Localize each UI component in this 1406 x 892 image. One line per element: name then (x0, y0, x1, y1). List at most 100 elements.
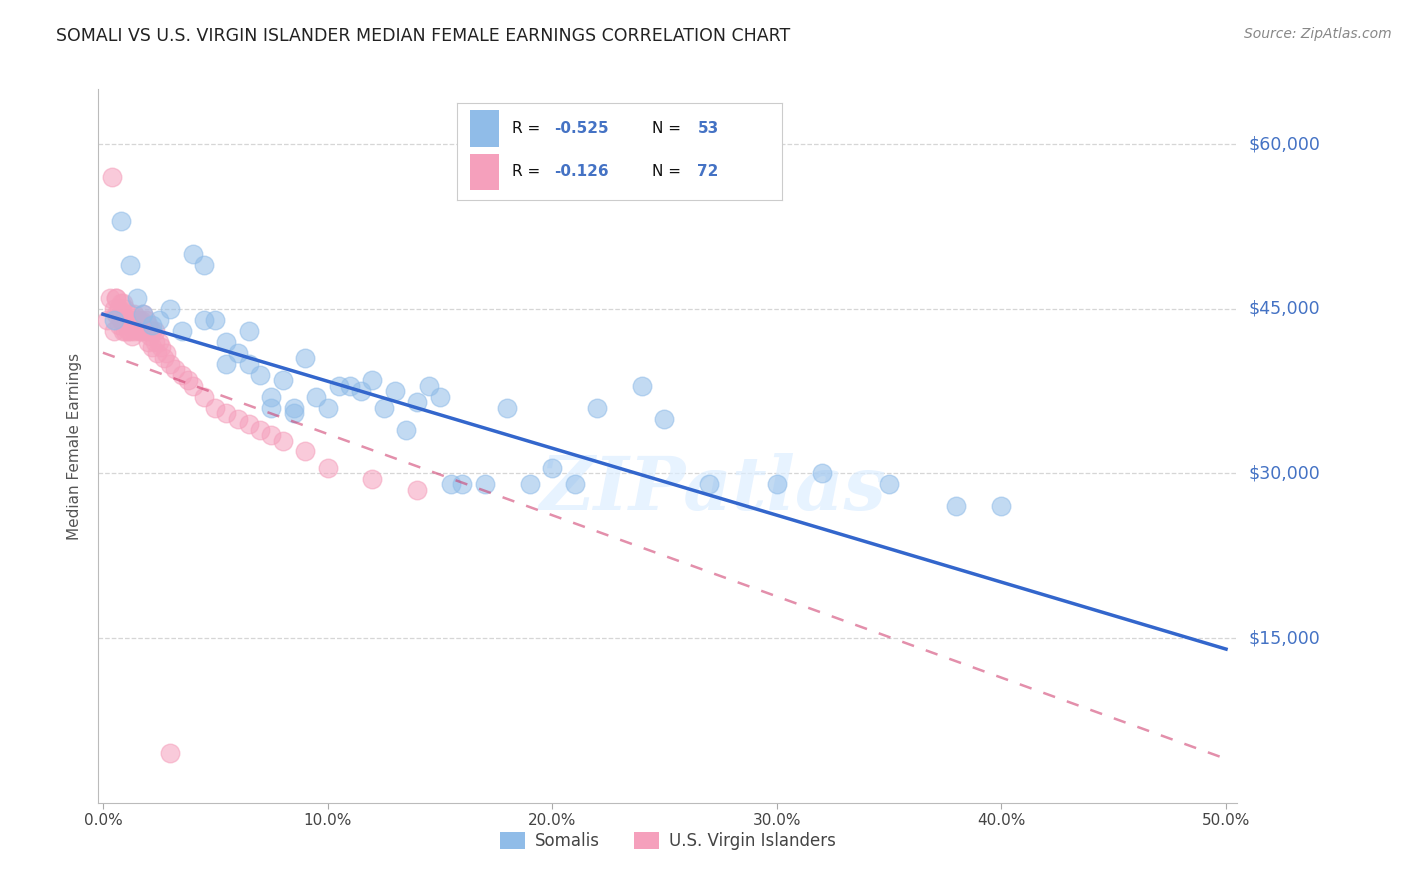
Point (316, 401, 339, 415)
Point (226, 345, 249, 359)
Point (170, 368, 193, 382)
Point (945, 500, 967, 514)
Point (141, 324, 163, 338)
Point (361, 373, 384, 387)
Point (152, 351, 174, 366)
Point (112, 307, 135, 321)
Point (118, 324, 141, 338)
Text: SOMALI VS U.S. VIRGIN ISLANDER MEDIAN FEMALE EARNINGS CORRELATION CHART: SOMALI VS U.S. VIRGIN ISLANDER MEDIAN FE… (56, 27, 790, 45)
Y-axis label: Median Female Earnings: Median Female Earnings (67, 352, 83, 540)
Point (226, 411, 249, 425)
Point (98, 291, 121, 305)
Point (163, 362, 186, 376)
Text: $15,000: $15,000 (1249, 629, 1320, 647)
Point (110, 307, 132, 321)
Point (107, 301, 129, 316)
Point (395, 423, 418, 437)
Point (249, 368, 271, 382)
Point (105, 291, 128, 305)
Point (129, 324, 152, 338)
Point (141, 318, 163, 333)
Point (117, 312, 139, 326)
Point (155, 345, 177, 359)
Point (103, 312, 125, 326)
Point (136, 334, 159, 349)
Point (141, 340, 163, 354)
Point (117, 318, 139, 333)
Point (114, 312, 136, 326)
Point (384, 384, 406, 398)
Point (105, 307, 128, 321)
Point (110, 312, 132, 326)
Point (373, 401, 395, 415)
Point (103, 324, 125, 338)
Point (125, 318, 148, 333)
Point (215, 357, 238, 371)
Text: ZIPatlas: ZIPatlas (540, 452, 887, 525)
Point (170, 324, 193, 338)
Point (496, 401, 519, 415)
Point (238, 417, 260, 431)
Point (294, 351, 316, 366)
Point (107, 301, 129, 316)
Point (135, 312, 157, 326)
Point (181, 378, 204, 392)
Point (283, 401, 305, 415)
Point (271, 434, 294, 448)
Point (260, 401, 283, 415)
Point (117, 324, 139, 338)
Point (765, 477, 787, 491)
Point (118, 318, 141, 333)
Point (406, 483, 429, 497)
Point (128, 312, 150, 326)
Point (418, 378, 440, 392)
Point (146, 345, 169, 359)
Point (260, 390, 283, 404)
Point (139, 329, 162, 343)
Point (204, 312, 226, 326)
Point (121, 318, 143, 333)
Text: $60,000: $60,000 (1249, 135, 1320, 153)
Point (159, 747, 181, 761)
Point (96, 312, 118, 326)
Point (143, 324, 166, 338)
Point (260, 428, 283, 442)
Point (125, 291, 148, 305)
Text: $30,000: $30,000 (1249, 465, 1320, 483)
Point (406, 395, 429, 409)
Point (193, 258, 215, 272)
Point (204, 401, 226, 415)
Point (148, 334, 170, 349)
Point (112, 324, 135, 338)
Point (110, 296, 132, 310)
Point (159, 301, 181, 316)
Point (125, 312, 148, 326)
Point (121, 329, 143, 343)
Point (150, 340, 173, 354)
Point (143, 334, 166, 349)
Point (121, 312, 143, 326)
Point (114, 324, 136, 338)
Point (810, 467, 832, 481)
Point (451, 477, 474, 491)
Point (294, 444, 316, 458)
Point (103, 301, 125, 316)
Legend: Somalis, U.S. Virgin Islanders: Somalis, U.S. Virgin Islanders (492, 824, 844, 859)
Point (440, 477, 463, 491)
Point (135, 324, 157, 338)
Point (112, 296, 135, 310)
Point (118, 307, 141, 321)
Point (128, 324, 150, 338)
Point (350, 384, 373, 398)
Point (361, 472, 384, 486)
Point (132, 324, 155, 338)
Point (283, 406, 305, 420)
Point (699, 477, 721, 491)
Point (132, 307, 155, 321)
Point (328, 378, 350, 392)
Point (193, 390, 215, 404)
Point (139, 324, 162, 338)
Point (193, 312, 215, 326)
Point (110, 214, 132, 228)
Point (124, 324, 146, 338)
